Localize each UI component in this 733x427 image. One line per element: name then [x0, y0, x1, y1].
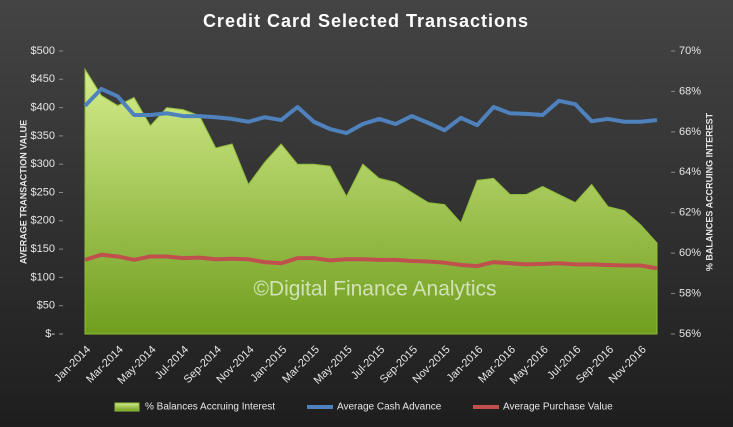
- chart-title: Credit Card Selected Transactions: [203, 11, 529, 31]
- legend-label: Average Purchase Value: [503, 402, 613, 413]
- y2-axis-title: % BALANCES ACCRUING INTEREST: [704, 112, 714, 271]
- y2-tick-label: 68%: [679, 85, 701, 97]
- y2-tick-label: 62%: [679, 207, 701, 219]
- y-axis-title: AVERAGE TRANSACTION VALUE: [18, 120, 28, 264]
- y-tick-label: $500: [31, 45, 55, 57]
- y2-tick-label: 64%: [679, 166, 701, 178]
- y2-tick-label: 58%: [679, 287, 701, 299]
- y-tick-label: $200: [31, 215, 55, 227]
- y-tick-label: $250: [31, 186, 55, 198]
- y2-tick-label: 60%: [679, 247, 701, 259]
- legend-label: % Balances Accruing Interest: [145, 402, 275, 413]
- legend-label: Average Cash Advance: [337, 402, 442, 413]
- y-tick-label: $350: [31, 130, 55, 142]
- y2-tick-label: 56%: [679, 328, 701, 340]
- legend-swatch: [114, 402, 140, 412]
- y2-tick-label: 70%: [679, 45, 701, 57]
- y-tick-label: $150: [31, 243, 55, 255]
- y-tick-label: $400: [31, 102, 55, 114]
- watermark: ©Digital Finance Analytics: [253, 278, 496, 301]
- y-tick-label: $-: [45, 328, 55, 340]
- y2-tick-label: 66%: [679, 126, 701, 138]
- line: [84, 252, 658, 271]
- y-tick-label: $450: [31, 73, 55, 85]
- line: [83, 86, 658, 136]
- y-tick-label: $50: [37, 300, 55, 312]
- y-tick-label: $300: [31, 158, 55, 170]
- area: [84, 67, 658, 335]
- y-tick-label: $100: [31, 271, 55, 283]
